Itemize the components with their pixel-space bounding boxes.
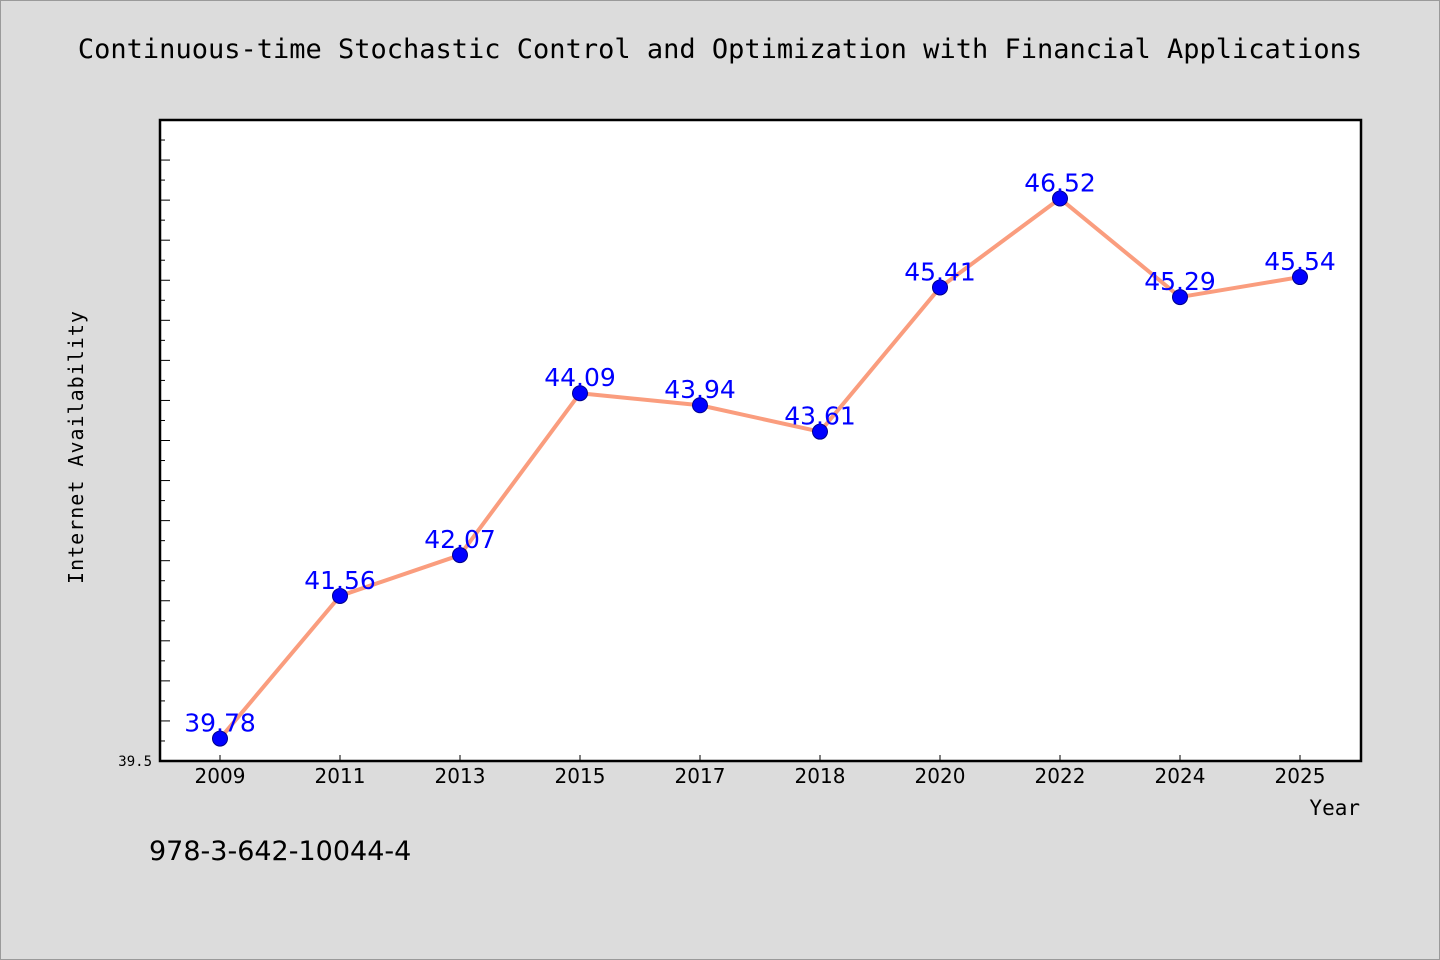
data-label: 45.41 — [904, 257, 976, 286]
x-tick-label: 2024 — [1155, 764, 1206, 788]
isbn-note: 978-3-642-10044-4 — [149, 836, 412, 867]
x-tick-label: 2022 — [1035, 764, 1086, 788]
data-point — [332, 587, 348, 604]
chart-title: Continuous-time Stochastic Control and O… — [77, 34, 1363, 65]
data-label: 45.54 — [1264, 247, 1336, 276]
x-axis-label: Year — [1309, 796, 1360, 820]
data-label: 41.56 — [304, 566, 376, 595]
data-point — [1172, 289, 1188, 306]
data-label: 43.61 — [784, 402, 856, 431]
y-tick-label: 39.5 — [118, 754, 152, 770]
y-axis-label: Internet Availability — [64, 310, 88, 584]
x-tick-label: 2020 — [915, 764, 966, 788]
x-tick-label: 2025 — [1275, 764, 1326, 788]
data-label: 42.07 — [424, 525, 496, 554]
plot-area — [158, 118, 1363, 763]
x-axis: 2009 2011 2013 2015 2017 2018 2020 2022 2024 2025 — [195, 755, 1326, 788]
x-tick-label: 2017 — [675, 764, 726, 788]
data-point — [1292, 269, 1308, 286]
data-label: 45.29 — [1144, 267, 1216, 296]
x-tick-label: 2011 — [315, 764, 366, 788]
data-label: 43.94 — [664, 375, 736, 404]
data-label: 44.09 — [544, 363, 616, 392]
data-point — [212, 730, 228, 747]
data-point — [1052, 190, 1068, 207]
data-point — [932, 279, 948, 296]
x-tick-label: 2009 — [195, 764, 246, 788]
data-label: 39.78 — [184, 709, 256, 738]
x-tick-label: 2018 — [795, 764, 846, 788]
series-line — [218, 196, 1301, 740]
x-tick-label: 2015 — [555, 764, 606, 788]
data-point — [452, 547, 468, 564]
y-axis: 39.5 — [118, 119, 170, 770]
data-point — [572, 385, 588, 402]
x-tick-label: 2013 — [435, 764, 486, 788]
series-group: 39.78 41.56 42.07 44.09 43.94 43.61 45.41 46.52… — [184, 169, 1336, 747]
data-label: 46.52 — [1024, 169, 1096, 198]
data-point — [812, 423, 828, 440]
data-point — [692, 397, 708, 414]
